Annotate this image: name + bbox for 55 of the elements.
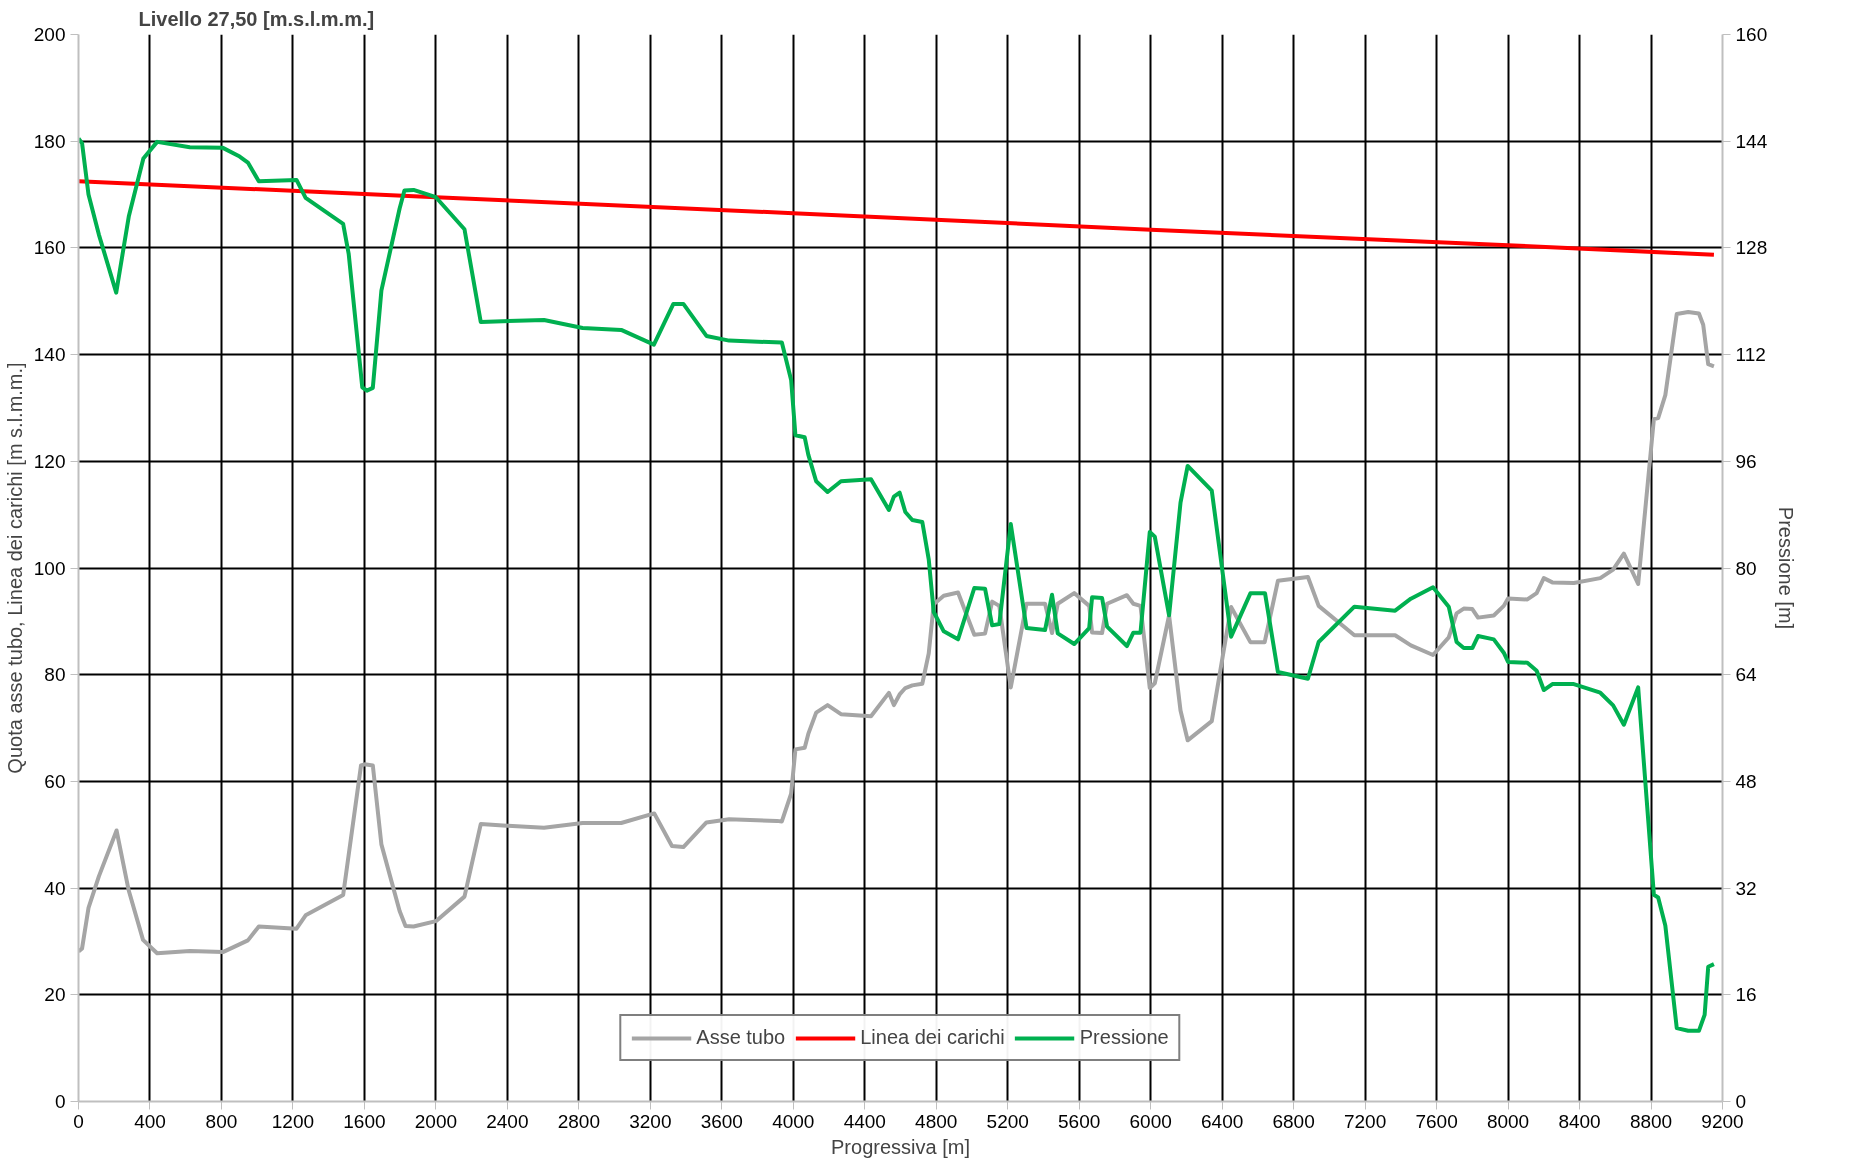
x-tick-label: 2000 [414,1110,458,1132]
x-tick-label: 1200 [271,1110,315,1132]
y2-tick-label: 16 [1735,984,1757,1006]
y-tick-label: 20 [44,984,66,1006]
legend-label: Pressione [1079,1026,1169,1049]
y2-tick-label: 48 [1735,770,1757,792]
x-tick-label: 800 [205,1110,238,1132]
y-tick-label: 60 [44,770,66,792]
y2-tick-label: 144 [1735,130,1768,152]
y-tick-label: 140 [33,344,66,366]
y2-tick-label: 160 [1735,24,1768,45]
y-tick-label: 80 [44,664,66,686]
x-tick-label: 8000 [1486,1110,1530,1132]
y2-tick-label: 32 [1735,877,1757,899]
x-tick-label: 2400 [486,1110,529,1132]
line-series [78,309,1716,956]
x-tick-label: 4000 [772,1110,815,1132]
x-tick-label: 8400 [1558,1110,1601,1132]
x-tick-label: 2800 [557,1110,600,1132]
y-tick-label: 40 [44,877,66,899]
x-tick-label: 5200 [986,1110,1029,1132]
y2-tick-label: 96 [1735,450,1757,472]
legend-label: Linea dei carichi [860,1026,1005,1049]
y-tick-label: 160 [33,237,66,259]
y2-tick-label: 0 [1735,1091,1747,1112]
x-tick-label: 5600 [1058,1110,1101,1132]
line-series [78,179,1716,257]
x-tick-label: 1600 [343,1110,386,1132]
y2-tick-label: 112 [1735,344,1766,366]
y-tick-label: 120 [33,450,66,472]
y-tick-label: 200 [33,24,66,45]
legend-label: Asse tubo [696,1026,786,1049]
x-tick-label: 6800 [1272,1110,1315,1132]
x-tick-label: 9200 [1701,1110,1744,1132]
y-tick-label: 100 [33,557,66,579]
y2-axis-title: Pressione [m] [1775,506,1798,630]
x-tick-label: 400 [134,1110,166,1132]
chart-title: Livello 27,50 [m.s.l.m.m.] [138,7,375,30]
y2-tick-label: 64 [1735,664,1758,686]
y-axis-title: Quota asse tubo, Linea dei carichi [m s.l.m.m.] [3,362,26,774]
y2-tick-label: 80 [1735,557,1757,579]
y-tick-label: 180 [33,130,66,152]
y-tick-label: 0 [54,1091,66,1112]
x-tick-label: 8800 [1629,1110,1673,1132]
x-tick-label: 6400 [1201,1110,1244,1132]
x-tick-label: 3600 [700,1110,743,1132]
y2-tick-label: 128 [1735,237,1768,259]
x-tick-label: 3200 [629,1110,672,1132]
x-tick-label: 7200 [1343,1110,1387,1132]
x-tick-label: 6000 [1129,1110,1172,1132]
x-axis-title: Progressiva [m] [831,1135,970,1158]
x-tick-label: 7600 [1415,1110,1458,1132]
x-tick-label: 4800 [915,1110,958,1132]
x-tick-label: 4400 [843,1110,886,1132]
x-tick-label: 0 [73,1110,84,1132]
